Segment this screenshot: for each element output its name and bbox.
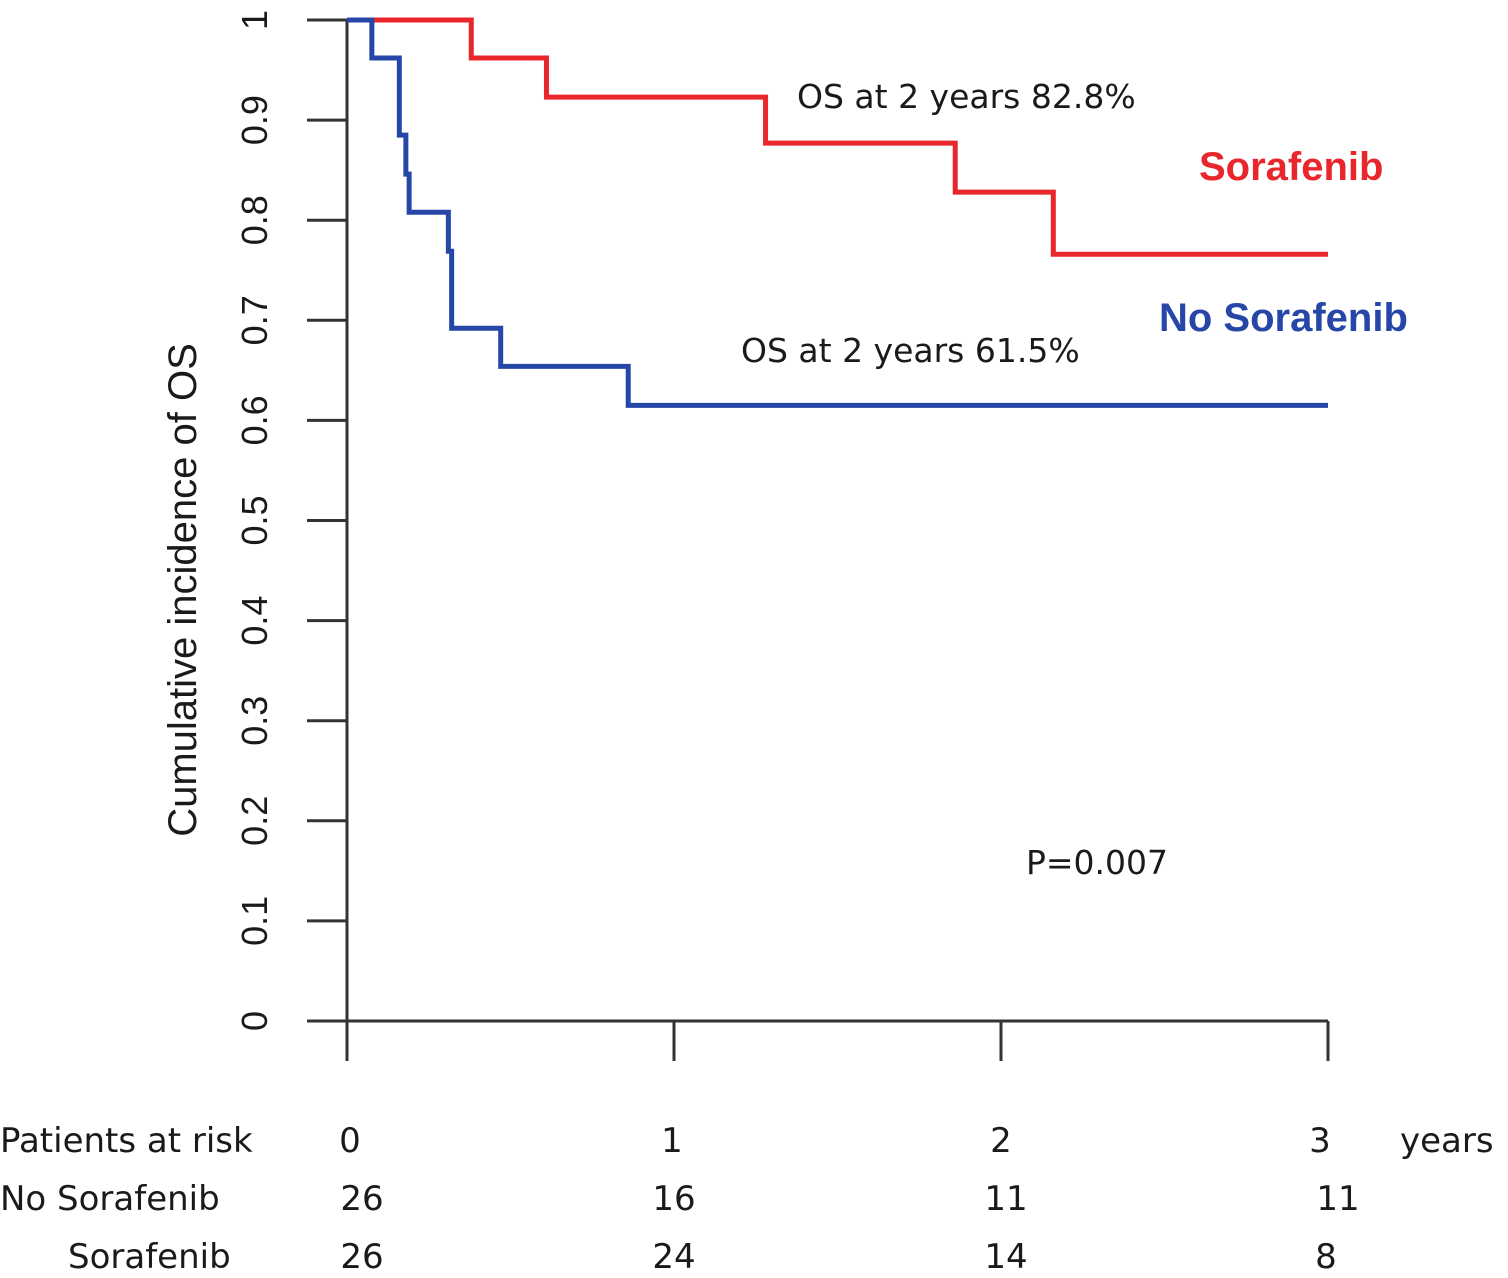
risk-cell: 24	[652, 1237, 695, 1277]
legend-no-sorafenib: No Sorafenib	[1159, 296, 1408, 340]
risk-cell: 26	[340, 1237, 383, 1277]
risk-cell: 14	[984, 1237, 1027, 1277]
risk-time-1: 1	[661, 1121, 683, 1161]
annotation-p-value: P=0.007	[1026, 843, 1168, 882]
survival-curves	[347, 17, 1328, 408]
curve-no-sorafenib	[347, 17, 1328, 408]
annotation-no-sorafenib-os: OS at 2 years 61.5%	[741, 331, 1080, 370]
risk-table: Patients at risk 0 1 2 3 years No Sorafe…	[0, 1121, 1494, 1277]
y-tick-label: 0.9	[234, 95, 275, 145]
y-tick-label: 0.1	[234, 896, 275, 946]
risk-header-label: Patients at risk	[0, 1121, 253, 1161]
risk-cell: 26	[340, 1179, 383, 1219]
risk-cell: 8	[1315, 1237, 1337, 1277]
axes: 0 0.1 0.2 0.3 0.4 0.5 0.6 0.7 0.8 0.9 1	[234, 10, 1330, 1061]
y-tick-label: 0.6	[234, 395, 275, 445]
curve-sorafenib	[347, 17, 1328, 257]
y-tick-label: 0.2	[234, 796, 275, 846]
y-tick-label: 0.5	[234, 495, 275, 545]
y-tick-label: 0.4	[234, 596, 275, 646]
risk-cell: 16	[652, 1179, 695, 1219]
y-tick-label: 0.3	[234, 696, 275, 746]
risk-row-label-no-sorafenib: No Sorafenib	[0, 1179, 220, 1219]
y-tick-label: 1	[234, 10, 275, 30]
y-axis-title: Cumulative incidence of OS	[161, 343, 205, 837]
risk-time-2: 2	[990, 1121, 1012, 1161]
legend-sorafenib: Sorafenib	[1199, 145, 1383, 189]
risk-time-0: 0	[339, 1121, 361, 1161]
risk-unit: years	[1400, 1121, 1494, 1161]
risk-time-3: 3	[1309, 1121, 1331, 1161]
risk-cell: 11	[984, 1179, 1027, 1219]
y-tick-label: 0	[234, 1011, 275, 1031]
y-tick-label: 0.7	[234, 295, 275, 345]
annotation-sorafenib-os: OS at 2 years 82.8%	[797, 77, 1136, 116]
risk-cell: 11	[1316, 1179, 1359, 1219]
risk-row-label-sorafenib: Sorafenib	[68, 1237, 231, 1277]
y-tick-label: 0.8	[234, 195, 275, 245]
